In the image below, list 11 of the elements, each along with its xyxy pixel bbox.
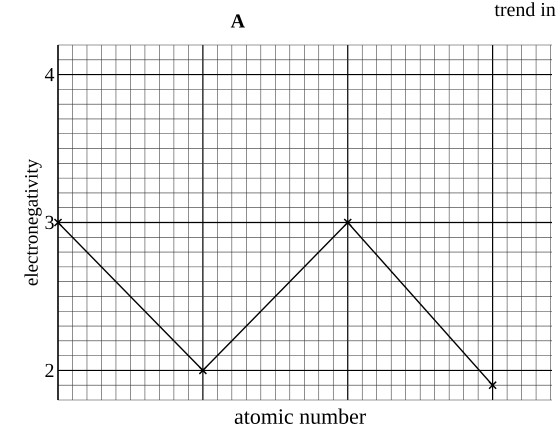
point — [54, 218, 62, 227]
point — [488, 380, 497, 390]
y-tick-label: 2 — [45, 364, 54, 378]
y-tick-label: 4 — [44, 68, 54, 82]
text: trend in — [494, 2, 556, 16]
chart-title: A — [230, 14, 245, 28]
point — [343, 218, 352, 227]
y-axis-title: electronegativity — [24, 158, 42, 286]
point — [198, 366, 208, 375]
x-axis-title: atomic number — [234, 408, 366, 424]
y-tick-label: 3 — [45, 216, 54, 230]
